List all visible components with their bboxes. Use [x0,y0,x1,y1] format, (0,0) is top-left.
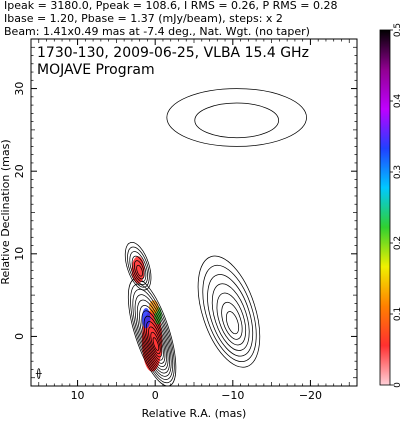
y-tick-label: 20 [13,164,26,178]
plot-frame [30,38,358,387]
contour-level [139,305,169,371]
contour-level [136,264,143,277]
component-western-lobe [197,255,261,368]
x-axis-label: Relative R.A. (mas) [142,407,247,420]
contour-level [197,255,261,368]
colorbar-tick-label: 0.4 [393,94,403,109]
axis-ticks: 10 0 −10 −20 0 10 20 30 [13,39,357,402]
contour-level [124,242,152,291]
contour-level [225,311,240,335]
contour-level [134,294,172,377]
contour-level [211,283,250,351]
header-line-3: Beam: 1.41x0.49 mas at -7.4 deg., Nat. W… [4,25,310,38]
contour-level [127,246,150,288]
source-title: 1730-130, 2009-06-25, VLBA 15.4 GHz [37,45,309,61]
colorbar-ticks: 0 0.1 0.2 0.3 0.4 0.5 [390,23,403,388]
map-layer [124,88,307,387]
contour-level [207,274,254,357]
contour-level [216,292,247,346]
colorbar-tick-label: 0.2 [393,236,403,250]
colorbar [379,29,391,386]
colorbar-tick-label: 0 [393,382,403,388]
colorbar-tick-label: 0.3 [393,165,403,179]
contour-level [221,301,243,340]
header-line-1: Ipeak = 3180.0, Ppeak = 108.6, I RMS = 0… [4,0,338,12]
x-tick-label: −20 [299,389,322,402]
contour-level [129,251,148,285]
contour-level [136,299,171,374]
contour-level [152,337,160,351]
y-tick-label: 30 [13,82,26,96]
colorbar-tick-label: 0.1 [393,307,403,321]
x-tick-label: 10 [71,389,85,402]
x-tick-label: 0 [152,389,159,402]
y-tick-label: 0 [13,333,26,340]
contour-level [130,283,175,384]
component-core [127,278,177,387]
colorbar-tick-label: 0.5 [393,23,403,37]
header-line-2: Ibase = 1.20, Pbase = 1.37 (mJy/beam), s… [4,12,283,25]
contour-level [132,288,174,380]
y-axis-label: Relative Declination (mas) [0,139,12,284]
contour-level [166,88,307,147]
component-northern-extended-emission [166,88,307,147]
y-tick-label: 10 [13,247,26,261]
program-title: MOJAVE Program [37,62,155,78]
x-tick-label: −10 [221,389,244,402]
contour-level [133,260,145,280]
contour-level [141,310,167,368]
contour-level [145,321,164,361]
contour-level [194,102,279,139]
contour-level [150,331,161,355]
component-inner-jet-knot [124,242,152,291]
contour-level [143,315,166,364]
contour-level [148,326,163,358]
contour-level [202,264,257,363]
contour-level [131,255,147,283]
